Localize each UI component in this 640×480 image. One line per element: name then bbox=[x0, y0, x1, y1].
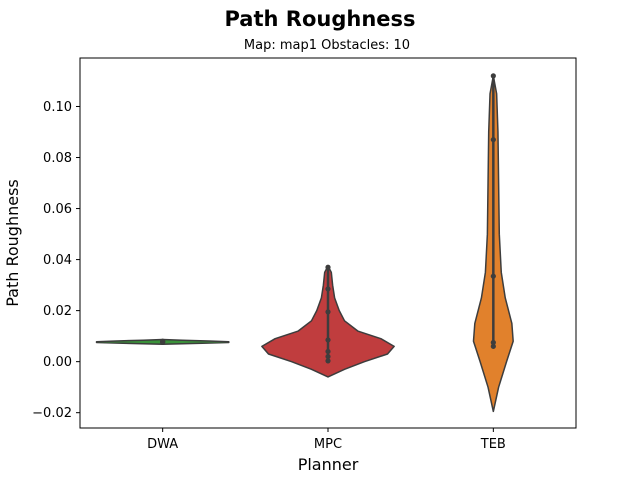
violin-point bbox=[490, 339, 496, 346]
violin-point bbox=[325, 286, 331, 292]
y-tick-label: 0.10 bbox=[43, 100, 72, 115]
x-axis: DWA MPC TEB bbox=[147, 428, 506, 452]
chart-subtitle: Map: map1 Obstacles: 10 bbox=[244, 38, 410, 53]
violin-point bbox=[325, 337, 331, 343]
violin-point bbox=[325, 309, 331, 315]
y-tick-label: 0.06 bbox=[43, 202, 72, 217]
y-tick-label: 0.08 bbox=[43, 151, 72, 166]
violin-group bbox=[95, 73, 514, 413]
y-tick-label: 0.00 bbox=[43, 355, 72, 370]
x-tick-label: TEB bbox=[480, 437, 506, 452]
y-axis-label: Path Roughness bbox=[3, 179, 22, 307]
y-axis: −0.02 0.00 0.02 0.04 0.06 0.08 0.10 bbox=[32, 100, 80, 421]
y-tick-label: 0.04 bbox=[43, 253, 72, 268]
chart-title: Path Roughness bbox=[224, 7, 415, 31]
violin-point bbox=[160, 338, 166, 344]
violin-point bbox=[325, 358, 331, 364]
violin-point bbox=[490, 343, 496, 349]
violin-point bbox=[490, 73, 496, 79]
y-tick-label: 0.02 bbox=[43, 304, 72, 319]
violin-point bbox=[325, 348, 331, 355]
x-axis-label: Planner bbox=[298, 455, 359, 474]
violin-point bbox=[490, 137, 496, 143]
y-tick-label: −0.02 bbox=[32, 406, 72, 421]
x-tick-label: DWA bbox=[147, 437, 178, 452]
violin-point bbox=[490, 273, 496, 279]
x-tick-label: MPC bbox=[314, 437, 342, 452]
violin-point bbox=[325, 353, 331, 360]
violin-point bbox=[325, 264, 331, 270]
